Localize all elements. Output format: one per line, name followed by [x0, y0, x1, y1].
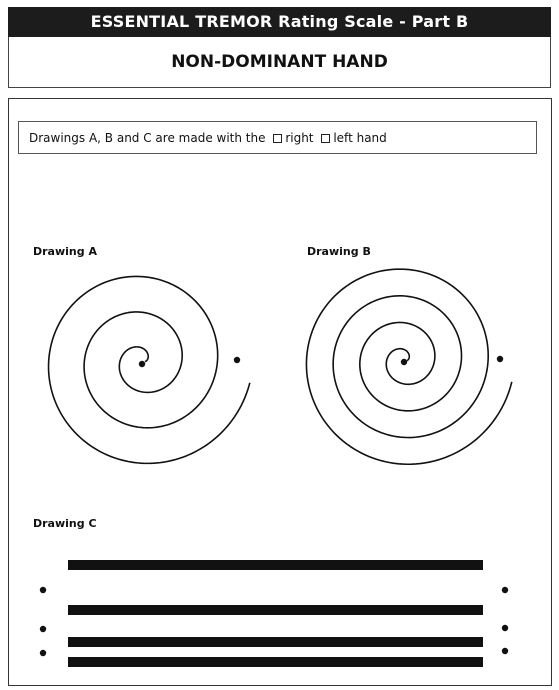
line-dot-right-2 — [501, 624, 509, 632]
drawing-a-label: Drawing A — [33, 245, 97, 258]
drawing-line-1 — [68, 560, 483, 570]
drawing-b-label: Drawing B — [307, 245, 371, 258]
line-drawing — [39, 560, 509, 667]
spiral-a-center-dot — [138, 360, 146, 368]
left-hand-checkbox[interactable] — [321, 134, 331, 143]
drawing-line-4 — [68, 657, 483, 667]
instruction-text: Drawings A, B and C are made with the — [29, 131, 266, 145]
hand-title: NON-DOMINANT HAND — [8, 37, 551, 88]
line-dot-left-1 — [39, 586, 47, 594]
spiral-b-center-dot — [400, 358, 408, 366]
spiral-b-start-dot — [496, 355, 504, 363]
line-dot-left-3 — [39, 649, 47, 657]
page-header: ESSENTIAL TREMOR Rating Scale - Part B — [8, 7, 551, 37]
spiral-a-line — [47, 275, 251, 465]
hand-instruction: Drawings A, B and C are made with the ri… — [18, 121, 537, 154]
line-dot-right-3 — [501, 647, 509, 655]
drawing-line-2 — [68, 605, 483, 615]
drawing-c-label: Drawing C — [33, 517, 97, 530]
drawing-area — [8, 98, 552, 686]
spiral-b — [305, 268, 513, 466]
drawing-line-3 — [68, 637, 483, 647]
spiral-a — [47, 275, 251, 465]
spiral-a-start-dot — [233, 356, 241, 364]
spiral-b-line — [305, 268, 513, 466]
left-hand-label: left hand — [333, 131, 387, 145]
line-dot-right-1 — [501, 586, 509, 594]
right-hand-checkbox[interactable] — [273, 134, 283, 143]
right-hand-label: right — [285, 131, 314, 145]
line-dot-left-2 — [39, 625, 47, 633]
